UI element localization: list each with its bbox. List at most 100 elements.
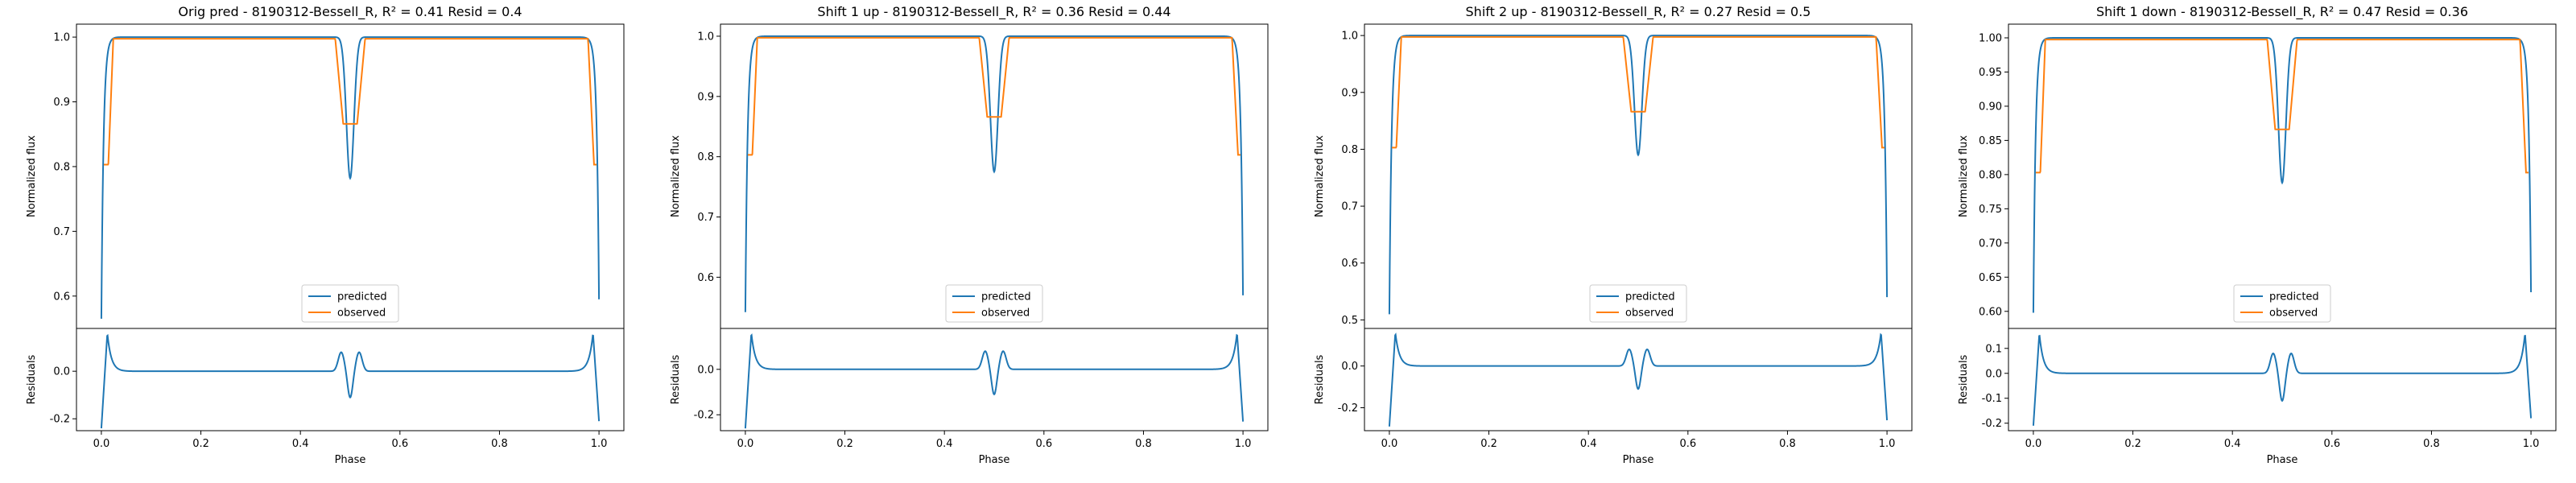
legend-label-observed: observed xyxy=(337,308,386,320)
series-observed-line xyxy=(104,38,597,166)
x-tick-label: 0.4 xyxy=(1580,438,1597,450)
x-tick-label: 0.4 xyxy=(2224,438,2241,450)
residual-y-tick-label: -0.2 xyxy=(1982,418,2002,430)
residual-axes-frame xyxy=(1364,328,1913,431)
x-tick-label: 0.6 xyxy=(1679,438,1696,450)
x-tick-label: 0.8 xyxy=(2423,438,2440,450)
residual-y-tick-label: 0.0 xyxy=(697,364,714,376)
chart-title: Shift 1 up - 8190312-Bessell_R, R² = 0.3… xyxy=(817,4,1170,20)
y-tick-label: 0.8 xyxy=(1341,144,1358,156)
x-tick-label: 0.6 xyxy=(1035,438,1052,450)
x-tick-label: 0.4 xyxy=(292,438,309,450)
y-tick-label: 0.6 xyxy=(697,272,714,284)
y-tick-label: 0.95 xyxy=(1979,67,2002,79)
x-tick-label: 0.8 xyxy=(1135,438,1152,450)
x-axis-label: Phase xyxy=(1623,454,1654,466)
x-tick-label: 0.2 xyxy=(192,438,209,450)
x-tick-label: 0.2 xyxy=(1480,438,1497,450)
x-tick-label: 1.0 xyxy=(591,438,608,450)
legend-label-predicted: predicted xyxy=(2269,291,2319,303)
series-predicted-line xyxy=(744,35,1245,312)
y-tick-label: 0.7 xyxy=(53,226,70,238)
x-tick-label: 0.4 xyxy=(936,438,953,450)
residual-y-axis-label: Residuals xyxy=(1314,354,1326,404)
panel-4: Shift 1 down - 8190312-Bessell_R, R² = 0… xyxy=(1958,4,2557,466)
legend-label-predicted: predicted xyxy=(1625,291,1675,303)
residual-y-tick-label: 0.0 xyxy=(1341,361,1358,373)
residual-y-tick-label: -0.2 xyxy=(1338,402,1358,415)
series-predicted-line xyxy=(1388,35,1889,315)
legend: predicted observed xyxy=(945,284,1043,323)
y-axis-label: Normalized flux xyxy=(670,135,682,217)
legend: predicted observed xyxy=(301,284,399,323)
y-axis-label: Normalized flux xyxy=(1314,135,1326,217)
y-tick-label: 0.6 xyxy=(53,291,70,303)
y-tick-label: 0.7 xyxy=(697,212,714,224)
chart-title: Shift 1 down - 8190312-Bessell_R, R² = 0… xyxy=(2096,4,2468,20)
legend: predicted observed xyxy=(1589,284,1687,323)
y-axis-label: Normalized flux xyxy=(1958,135,1970,217)
series-predicted-line xyxy=(2032,36,2533,313)
x-tick-label: 0.8 xyxy=(1779,438,1796,450)
residuals-line xyxy=(744,333,1245,429)
residual-axes-frame xyxy=(76,328,625,431)
legend: predicted observed xyxy=(2233,284,2331,323)
series-observed-line xyxy=(2036,39,2529,174)
y-tick-label: 0.65 xyxy=(1979,272,2002,284)
y-tick-label: 0.70 xyxy=(1979,237,2002,250)
x-tick-label: 0.0 xyxy=(93,438,110,450)
panel-1: Orig pred - 8190312-Bessell_R, R² = 0.41… xyxy=(26,4,625,466)
residual-y-tick-label: 0.0 xyxy=(1985,368,2002,380)
x-tick-label: 0.6 xyxy=(391,438,408,450)
y-tick-label: 0.9 xyxy=(1341,87,1358,99)
x-axis-label: Phase xyxy=(979,454,1010,466)
y-tick-label: 0.6 xyxy=(1341,258,1358,270)
residuals-line xyxy=(1388,332,1889,427)
x-axis-label: Phase xyxy=(2267,454,2298,466)
series-observed-line xyxy=(1392,35,1885,149)
y-tick-label: 1.00 xyxy=(1979,32,2002,44)
residual-y-axis-label: Residuals xyxy=(670,354,682,404)
residual-y-tick-label: -0.2 xyxy=(694,410,714,422)
x-axis-label: Phase xyxy=(335,454,366,466)
panel-3: Shift 2 up - 8190312-Bessell_R, R² = 0.2… xyxy=(1314,4,1913,466)
x-tick-label: 0.0 xyxy=(2025,438,2042,450)
y-tick-label: 0.5 xyxy=(1341,315,1358,327)
x-tick-label: 0.6 xyxy=(2323,438,2340,450)
top-axes-frame xyxy=(720,23,1269,329)
x-tick-label: 0.2 xyxy=(2124,438,2141,450)
y-tick-label: 1.0 xyxy=(1341,31,1358,43)
y-tick-label: 0.90 xyxy=(1979,101,2002,113)
top-axes-frame xyxy=(2008,23,2557,329)
x-tick-label: 0.0 xyxy=(1381,438,1398,450)
residual-y-tick-label: -0.1 xyxy=(1982,393,2002,405)
series-observed-line xyxy=(748,36,1241,156)
residual-axes-frame xyxy=(2008,328,2557,431)
legend-label-predicted: predicted xyxy=(981,291,1031,303)
x-tick-label: 1.0 xyxy=(2523,438,2540,450)
y-axis-label: Normalized flux xyxy=(26,135,38,217)
y-tick-label: 0.9 xyxy=(53,97,70,109)
legend-label-observed: observed xyxy=(1625,308,1674,320)
y-tick-label: 1.0 xyxy=(697,31,714,43)
residual-y-axis-label: Residuals xyxy=(1958,354,1970,404)
y-tick-label: 0.8 xyxy=(53,161,70,173)
series-predicted-line xyxy=(100,36,601,319)
panel-2: Shift 1 up - 8190312-Bessell_R, R² = 0.3… xyxy=(670,4,1269,466)
y-tick-label: 0.80 xyxy=(1979,169,2002,181)
residual-y-tick-label: 0.1 xyxy=(1985,343,2002,355)
residuals-line xyxy=(100,333,601,429)
x-tick-label: 1.0 xyxy=(1235,438,1252,450)
residual-y-tick-label: 0.0 xyxy=(53,366,70,378)
legend-label-observed: observed xyxy=(2269,308,2318,320)
x-tick-label: 1.0 xyxy=(1879,438,1896,450)
legend-label-predicted: predicted xyxy=(337,291,387,303)
residual-axes-frame xyxy=(720,328,1269,431)
x-tick-label: 0.0 xyxy=(737,438,754,450)
y-tick-label: 0.75 xyxy=(1979,204,2002,216)
y-tick-label: 0.8 xyxy=(697,151,714,163)
chart-title: Orig pred - 8190312-Bessell_R, R² = 0.41… xyxy=(178,4,522,20)
residual-y-tick-label: -0.2 xyxy=(50,414,70,426)
residual-y-axis-label: Residuals xyxy=(26,354,38,404)
